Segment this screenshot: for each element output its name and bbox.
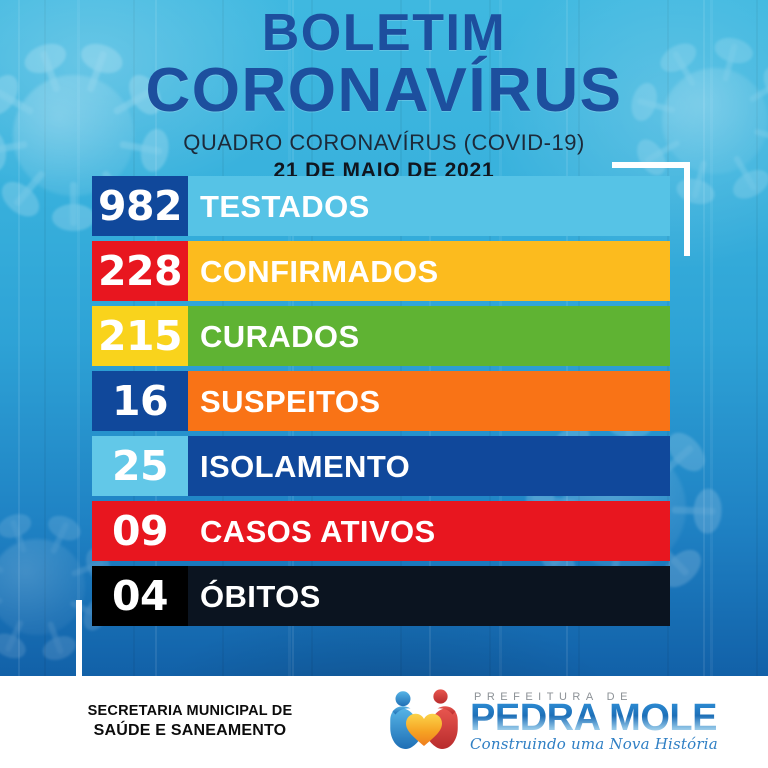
stat-row: 228 CONFIRMADOS xyxy=(92,241,670,301)
stat-label: ISOLAMENTO xyxy=(200,448,411,484)
poster-date: 21 DE MAIO DE 2021 xyxy=(273,158,495,182)
stat-label: CASOS ATIVOS xyxy=(200,513,436,549)
stat-row: 982 TESTADOS xyxy=(92,176,670,236)
stat-value-badge: 982 xyxy=(92,176,188,236)
virus-particle-icon xyxy=(0,28,181,243)
stat-value-badge: 04 xyxy=(92,566,188,626)
virus-particle-icon xyxy=(0,502,122,672)
stat-label: CURADOS xyxy=(200,318,360,354)
logo-tagline: Construindo uma Nova História xyxy=(470,735,718,754)
corner-bracket-top-right-icon xyxy=(612,162,690,256)
stat-label-bar: CASOS ATIVOS xyxy=(188,501,670,561)
stat-label-bar: ISOLAMENTO xyxy=(188,436,670,496)
stat-value-badge: 09 xyxy=(92,501,188,561)
poster-subtitle: QUADRO CORONAVÍRUS (COVID-19) xyxy=(183,129,585,155)
poster-title-line2: CORONAVÍRUS xyxy=(145,55,623,125)
logo-prefeitura-label: PREFEITURA DE xyxy=(474,690,633,703)
stat-label-bar: TESTADOS xyxy=(188,176,670,236)
stat-row: 04 ÓBITOS xyxy=(92,566,670,626)
stat-label: ÓBITOS xyxy=(200,578,321,614)
stat-value-badge: 215 xyxy=(92,306,188,366)
logo-text-block: PREFEITURA DE PEDRA MOLE Construindo uma… xyxy=(470,691,718,754)
poster-header: BOLETIM CORONAVÍRUS QUADRO CORONAVÍRUS (… xyxy=(0,4,768,183)
stat-label-bar: ÓBITOS xyxy=(188,566,670,626)
stat-row: 09 CASOS ATIVOS xyxy=(92,501,670,561)
stat-row: 16 SUSPEITOS xyxy=(92,371,670,431)
prefeitura-logo: PREFEITURA DE PEDRA MOLE Construindo uma… xyxy=(386,686,718,758)
secretaria-block: SECRETARIA MUNICIPAL DE SAÚDE E SANEAMEN… xyxy=(0,703,380,740)
stat-label: CONFIRMADOS xyxy=(200,253,439,289)
poster-footer: SECRETARIA MUNICIPAL DE SAÚDE E SANEAMEN… xyxy=(0,676,768,768)
virus-particle-icon xyxy=(620,26,768,216)
secretaria-line2: SAÚDE E SANEAMENTO xyxy=(93,722,287,740)
stat-label-bar: CONFIRMADOS xyxy=(188,241,670,301)
stat-row: 25 ISOLAMENTO xyxy=(92,436,670,496)
stat-value-badge: 228 xyxy=(92,241,188,301)
stat-label-bar: CURADOS xyxy=(188,306,670,366)
stat-label: SUSPEITOS xyxy=(200,383,381,419)
poster-title-line1: BOLETIM xyxy=(261,4,507,62)
secretaria-line1: SECRETARIA MUNICIPAL DE xyxy=(87,703,293,720)
stat-label-bar: SUSPEITOS xyxy=(188,371,670,431)
logo-city-name: PEDRA MOLE xyxy=(470,696,717,739)
stat-value-badge: 16 xyxy=(92,371,188,431)
people-heart-logo-icon xyxy=(390,689,458,749)
statistics-list: 982 TESTADOS 228 CONFIRMADOS 215 CURADOS 16 SUS… xyxy=(92,176,670,631)
stat-row: 215 CURADOS xyxy=(92,306,670,366)
stat-label: TESTADOS xyxy=(200,188,370,224)
stat-value-badge: 25 xyxy=(92,436,188,496)
